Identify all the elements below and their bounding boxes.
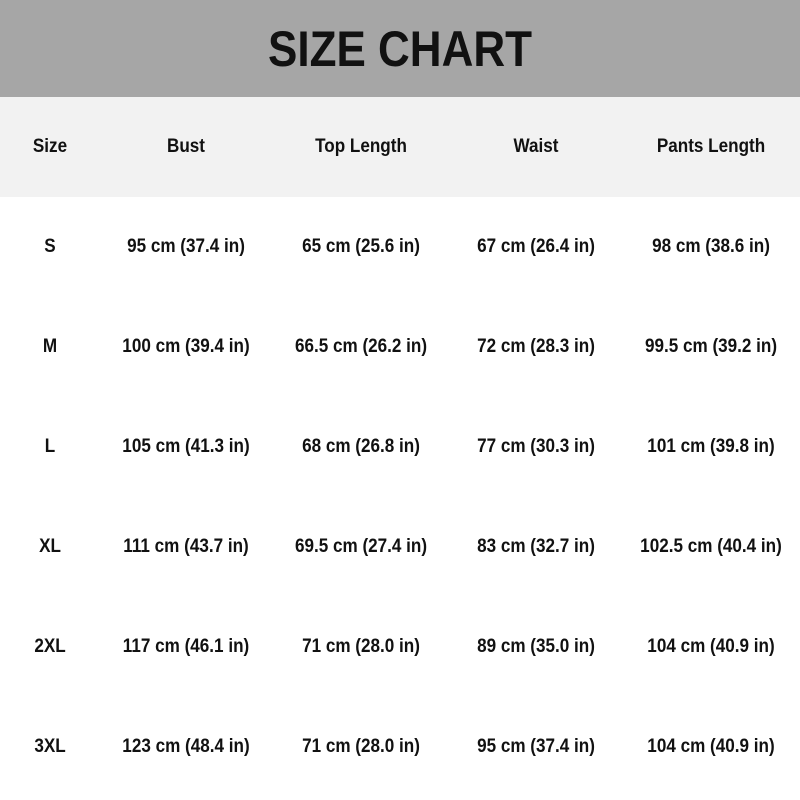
table-cell: 104 cm (40.9 in) [647, 736, 775, 757]
column-header: Pants Length [656, 136, 766, 157]
table-cell: L [44, 436, 56, 457]
table-row: 3XL 123 cm (48.4 in) 71 cm (28.0 in) 95 cm … [0, 697, 800, 797]
table-cell: 69.5 cm (27.4 in) [294, 536, 428, 557]
table-cell: 72 cm (28.3 in) [477, 336, 595, 357]
table-cell: 100 cm (39.4 in) [122, 336, 250, 357]
table-cell: 68 cm (26.8 in) [302, 436, 420, 457]
table-cell: 66.5 cm (26.2 in) [294, 336, 428, 357]
column-header: Bust [166, 136, 206, 157]
table-cell: 65 cm (25.6 in) [302, 236, 420, 257]
table-cell: 67 cm (26.4 in) [477, 236, 595, 257]
table-cell: XL [39, 536, 61, 557]
table-cell: M [42, 336, 58, 357]
table-cell: S [44, 236, 56, 257]
table-row: XL 111 cm (43.7 in) 69.5 cm (27.4 in) 83 cm… [0, 497, 800, 597]
table-row: 2XL 117 cm (46.1 in) 71 cm (28.0 in) 89 cm … [0, 597, 800, 697]
table-cell: 99.5 cm (39.2 in) [644, 336, 778, 357]
page-title: SIZE CHART [268, 20, 532, 77]
table-cell: 101 cm (39.8 in) [647, 436, 775, 457]
table-cell: 95 cm (37.4 in) [477, 736, 595, 757]
table-cell: 98 cm (38.6 in) [652, 236, 770, 257]
table-cell: 77 cm (30.3 in) [477, 436, 595, 457]
table-row: M 100 cm (39.4 in) 66.5 cm (26.2 in) 72 cm … [0, 297, 800, 397]
column-header: Waist [513, 136, 559, 157]
table-cell: 2XL [34, 636, 66, 657]
table-cell: 83 cm (32.7 in) [477, 536, 595, 557]
table-cell: 105 cm (41.3 in) [122, 436, 250, 457]
table-cell: 102.5 cm (40.4 in) [640, 536, 782, 557]
table-cell: 104 cm (40.9 in) [647, 636, 775, 657]
column-header: Top Length [315, 136, 407, 157]
title-banner: SIZE CHART [0, 0, 800, 97]
table-cell: 3XL [34, 736, 66, 757]
table-cell: 123 cm (48.4 in) [122, 736, 250, 757]
table-cell: 111 cm (43.7 in) [123, 536, 249, 557]
table-cell: 89 cm (35.0 in) [477, 636, 595, 657]
table-cell: 71 cm (28.0 in) [302, 736, 420, 757]
table-cell: 95 cm (37.4 in) [127, 236, 245, 257]
table-cell: 117 cm (46.1 in) [122, 636, 250, 657]
size-table: Size Bust Top Length Waist Pants Length S 95 c… [0, 97, 800, 797]
column-header: Size [32, 136, 68, 157]
table-row: S 95 cm (37.4 in) 65 cm (25.6 in) 67 cm (26… [0, 197, 800, 297]
header-row: Size Bust Top Length Waist Pants Length [0, 97, 800, 197]
table-row: L 105 cm (41.3 in) 68 cm (26.8 in) 77 cm (3… [0, 397, 800, 497]
table-cell: 71 cm (28.0 in) [302, 636, 420, 657]
